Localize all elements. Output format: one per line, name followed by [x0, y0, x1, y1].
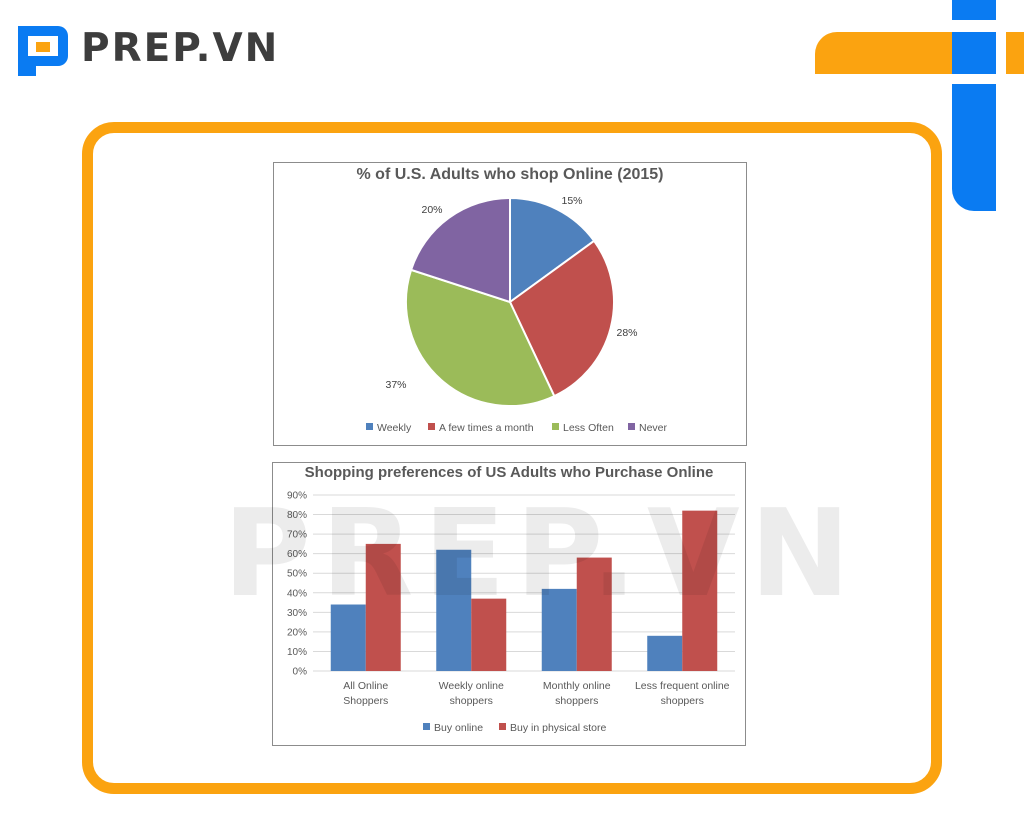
pie-data-label: 28%	[616, 327, 637, 339]
x-category-label: Monthly online	[543, 680, 611, 692]
pie-slice-never	[409, 196, 511, 304]
legend-swatch	[366, 423, 373, 430]
pie-slice-weekly	[509, 196, 596, 304]
y-tick-label: 20%	[287, 627, 307, 638]
bar-chart: 0% 10% 20% 30% 40% 50% 60% 70% 80% 90% All Online S…	[287, 491, 735, 734]
y-tick-label: 60%	[287, 549, 307, 560]
bar-buy-online	[330, 604, 366, 671]
decor-blue-bar	[952, 0, 996, 211]
brand-name: PREP.VN	[81, 26, 280, 71]
bar-buy-in-physical-store	[365, 543, 401, 671]
bar-buy-in-physical-store	[576, 557, 612, 671]
x-category-label: shoppers	[555, 695, 598, 707]
bar-buy-online	[541, 588, 577, 671]
x-category-label: Shoppers	[343, 695, 388, 707]
bar-buy-in-physical-store	[471, 598, 507, 671]
y-tick-label: 90%	[287, 491, 307, 502]
y-tick-label: 70%	[287, 530, 307, 541]
bar-buy-online	[436, 549, 472, 671]
y-tick-label: 30%	[287, 608, 307, 619]
x-category-label: Less frequent online	[635, 680, 730, 692]
bar-chart-title: Shopping preferences of US Adults who Pu…	[304, 464, 714, 481]
legend-label: Buy in physical store	[510, 722, 606, 734]
y-tick-label: 80%	[287, 510, 307, 521]
legend-label: Never	[639, 422, 668, 434]
y-tick-label: 10%	[287, 647, 307, 658]
pie-data-label: 37%	[385, 379, 406, 391]
x-category-label: shoppers	[661, 695, 704, 707]
bar-buy-online	[647, 635, 683, 671]
x-category-label: All Online	[343, 680, 388, 692]
legend-swatch	[552, 423, 559, 430]
watermark: PREP.VN	[223, 485, 861, 624]
pie-data-label: 20%	[421, 204, 442, 216]
y-tick-label: 50%	[287, 569, 307, 580]
legend-swatch	[428, 423, 435, 430]
pie-data-label: 15%	[561, 195, 582, 207]
legend-swatch	[628, 423, 635, 430]
bar-buy-in-physical-store	[682, 510, 718, 671]
legend-swatch	[423, 723, 430, 730]
legend-label: A few times a month	[439, 422, 534, 434]
legend-label: Weekly	[377, 422, 412, 434]
pie-slice-a-few-times-a-month	[508, 239, 615, 398]
legend-swatch	[499, 723, 506, 730]
x-category-label: Weekly online	[439, 680, 504, 692]
pie-chart-panel: % of U.S. Adults who shop Online (2015) …	[273, 162, 747, 446]
pie-chart-title: % of U.S. Adults who shop Online (2015)	[356, 166, 664, 183]
legend-label: Buy online	[434, 722, 483, 734]
y-tick-label: 0%	[293, 667, 308, 678]
x-category-label: shoppers	[450, 695, 493, 707]
bar-chart-panel: Shopping preferences of US Adults who Pu…	[272, 462, 746, 746]
brand-logo: PREP.VN	[14, 20, 279, 78]
pie-chart: 15% 28% 37% 20% Weekly A few times a month Les…	[366, 195, 668, 434]
pie-slice-less-often	[405, 268, 556, 407]
legend-label: Less Often	[563, 422, 614, 434]
y-tick-label: 40%	[287, 588, 307, 599]
prep-logo-icon	[14, 20, 72, 78]
